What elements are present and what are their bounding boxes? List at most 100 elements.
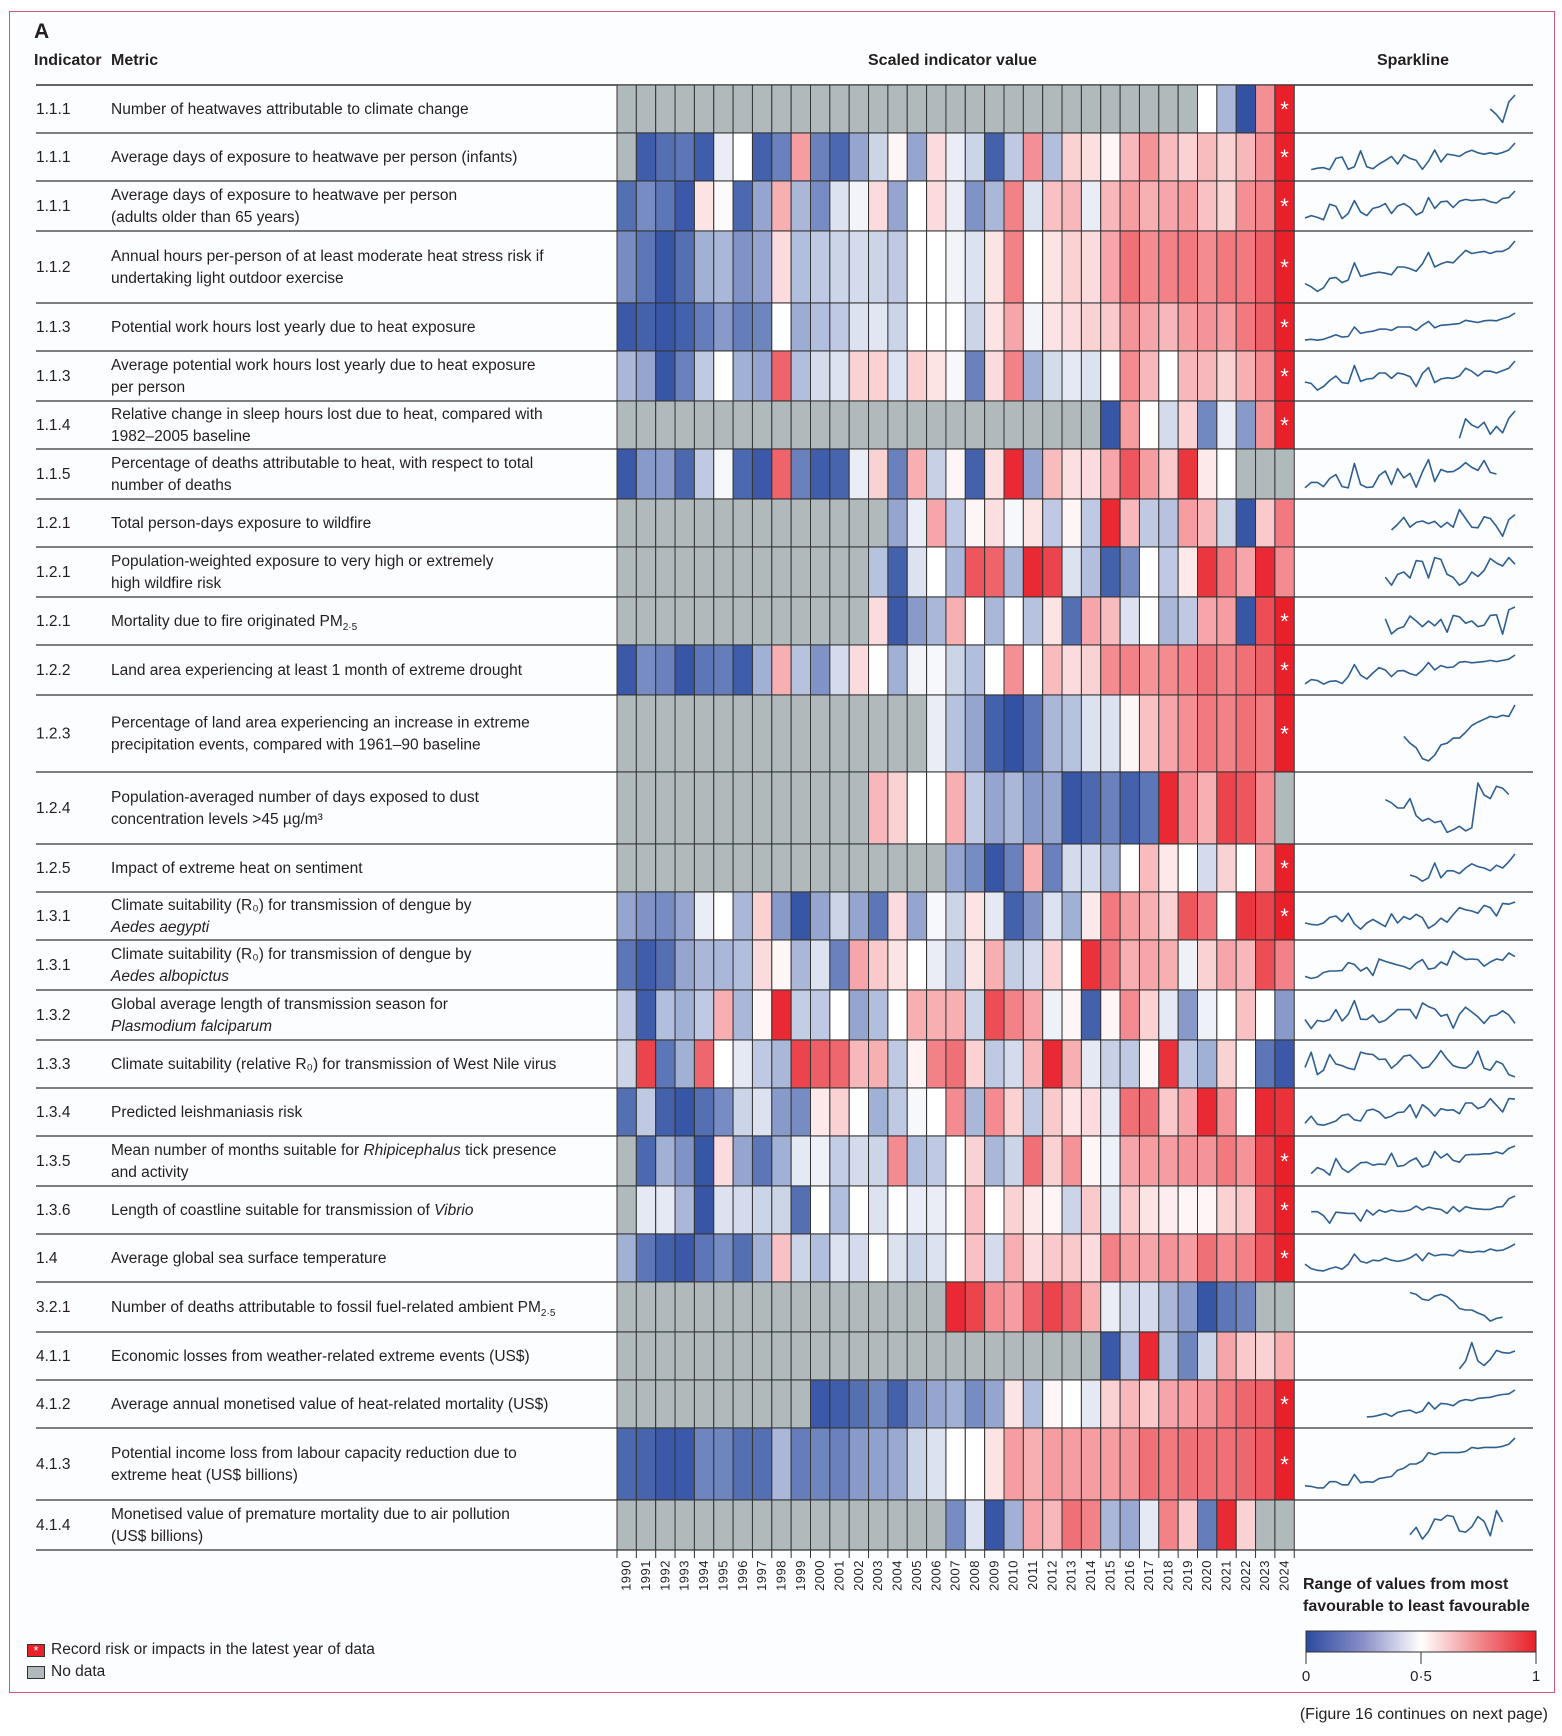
- heatmap-cell: [829, 230, 850, 304]
- heatmap-cell: [732, 596, 753, 646]
- heatmap-cell: [1216, 1185, 1237, 1235]
- heatmap-cell: [1080, 180, 1102, 232]
- heatmap-cell: [868, 1427, 889, 1501]
- heatmap-cell: [1119, 1087, 1140, 1137]
- heatmap-cell: [771, 448, 792, 500]
- heatmap-cell: [926, 1087, 947, 1137]
- heatmap-cell: [751, 400, 773, 450]
- year-label: 2004: [890, 1560, 905, 1591]
- metric-label: 1982–2005 baseline: [111, 428, 251, 445]
- heatmap-cell: [1158, 644, 1179, 696]
- heatmap-cell: [945, 546, 966, 598]
- heatmap-cell: [674, 644, 695, 696]
- heatmap-cell: [674, 1499, 695, 1551]
- heatmap-cell: [616, 644, 637, 696]
- heatmap-cell: [1080, 694, 1102, 773]
- heatmap-cell: [655, 1039, 676, 1089]
- heatmap-cell: [616, 448, 637, 500]
- metric-label: Potential income loss from labour capaci…: [111, 1445, 517, 1462]
- metric-label: Aedes albopictus: [110, 968, 229, 985]
- heatmap-cell: [655, 230, 676, 304]
- heatmap-cell: [1158, 132, 1179, 182]
- sparkline-line: [1384, 556, 1516, 586]
- heatmap-cell: [868, 891, 889, 941]
- heatmap-cell: [810, 84, 831, 134]
- heatmap-cell: [1042, 891, 1063, 941]
- heatmap-cell: [984, 400, 1005, 450]
- heatmap-cell: [945, 180, 966, 232]
- heatmap-cell: [635, 1185, 657, 1235]
- heatmap-cell: [1003, 771, 1024, 845]
- heatmap-cell: [1255, 1135, 1276, 1187]
- heatmap-cell: [751, 1185, 773, 1235]
- heatmap-cell: [1235, 84, 1257, 134]
- heatmap-cell: [829, 546, 850, 598]
- heatmap-cell: [713, 596, 734, 646]
- heatmap-cell: [964, 891, 986, 941]
- heatmap-cell: [1119, 1379, 1140, 1429]
- metric-label: Average potential work hours lost yearly…: [111, 357, 536, 374]
- record-asterisk-icon: *: [1280, 255, 1289, 280]
- heatmap-cell: [984, 1427, 1005, 1501]
- heatmap-cell: [1061, 843, 1082, 893]
- heatmap-cell: [790, 448, 812, 500]
- heatmap-cell: [887, 1427, 908, 1501]
- year-label: 2007: [948, 1560, 963, 1591]
- heatmap-cell: [887, 84, 908, 134]
- heatmap-cell: [771, 1427, 792, 1501]
- heatmap-cell: [1158, 1039, 1179, 1089]
- heatmap-cell: [1138, 1039, 1160, 1089]
- heatmap-cell: [1003, 498, 1024, 548]
- heatmap-cell: [616, 843, 637, 893]
- heatmap-cell: [1158, 1499, 1179, 1551]
- heatmap-cell: [1119, 694, 1140, 773]
- heatmap-cell: [1235, 939, 1257, 991]
- heatmap-cell: [1003, 1185, 1024, 1235]
- heatmap-cell: [616, 771, 637, 845]
- heatmap-cell: [848, 180, 870, 232]
- year-label: 2008: [967, 1560, 982, 1591]
- heatmap-cell: [1255, 771, 1276, 845]
- heatmap-cell: [810, 1331, 831, 1381]
- heatmap-cell: [790, 302, 812, 352]
- heatmap-cell: [1216, 1379, 1237, 1429]
- heatmap-cell: [655, 180, 676, 232]
- heatmap-cell: [1255, 1331, 1276, 1381]
- heatmap-cell: [1061, 1233, 1082, 1283]
- heatmap-cell: [635, 84, 657, 134]
- heatmap-cell: [732, 180, 753, 232]
- heatmap-cell: [732, 498, 753, 548]
- heatmap-cell: [868, 1379, 889, 1429]
- heatmap-cell: [1119, 84, 1140, 134]
- heatmap-cell: [848, 1331, 870, 1381]
- heatmap-cell: [887, 1331, 908, 1381]
- heatmap-cell: [1216, 400, 1237, 450]
- heatmap-cell: [1080, 939, 1102, 991]
- heatmap-cell: [1158, 891, 1179, 941]
- colorbar: [1305, 1630, 1537, 1653]
- heatmap-cell: [1138, 1331, 1160, 1381]
- heatmap-cell: [868, 302, 889, 352]
- heatmap-cell: [655, 694, 676, 773]
- heatmap-cell: [635, 843, 657, 893]
- metric-label: Predicted leishmaniasis risk: [111, 1104, 302, 1121]
- heatmap-cell: [1022, 771, 1044, 845]
- metric-label: Land area experiencing at least 1 month …: [111, 662, 523, 679]
- heatmap-cell: [906, 400, 928, 450]
- heatmap-cell: [1274, 1281, 1295, 1333]
- heatmap-cell: [751, 1379, 773, 1429]
- heatmap-cell: [616, 302, 637, 352]
- heatmap-cell: [635, 939, 657, 991]
- heatmap-cell: [1235, 891, 1257, 941]
- heatmap-cell: [1255, 132, 1276, 182]
- heatmap-cell: [984, 546, 1005, 598]
- heatmap-cell: [868, 1087, 889, 1137]
- heatmap-cell: [1003, 989, 1024, 1041]
- heatmap-cell: [751, 132, 773, 182]
- heatmap-cell: [1119, 1499, 1140, 1551]
- heatmap-cell: [655, 546, 676, 598]
- year-label: 2012: [1044, 1560, 1059, 1591]
- heatmap-cell: [887, 448, 908, 500]
- heatmap-cell: [887, 350, 908, 402]
- heatmap-cell: [906, 84, 928, 134]
